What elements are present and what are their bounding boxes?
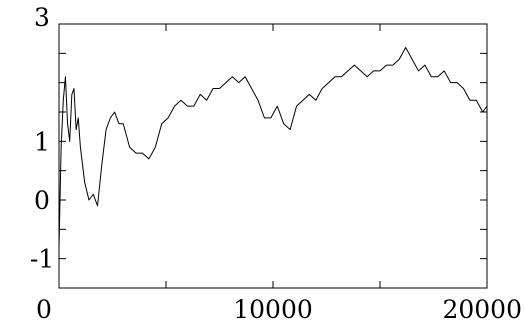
plot-frame	[58, 23, 488, 289]
series-group	[58, 46, 488, 247]
y-tick-label: -1	[30, 245, 54, 274]
axis-ticks	[58, 23, 488, 289]
tick-labels: 0 10000 20000 -1 0 1 3	[30, 3, 522, 324]
x-tick-label: 0	[36, 295, 52, 324]
series-line	[58, 46, 488, 247]
y-tick-label: 1	[34, 127, 50, 156]
plot-frame-group	[58, 23, 488, 289]
y-tick-label: 3	[34, 3, 50, 32]
y-tick-label: 0	[34, 186, 50, 215]
x-tick-label: 20000	[442, 295, 522, 324]
x-tick-label: 10000	[233, 295, 313, 324]
